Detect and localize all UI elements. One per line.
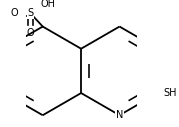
Text: O: O [27, 28, 34, 38]
Text: OH: OH [41, 0, 56, 9]
Text: S: S [28, 9, 34, 18]
Text: N: N [116, 110, 123, 120]
Text: O: O [11, 9, 19, 18]
Text: SH: SH [163, 88, 177, 98]
